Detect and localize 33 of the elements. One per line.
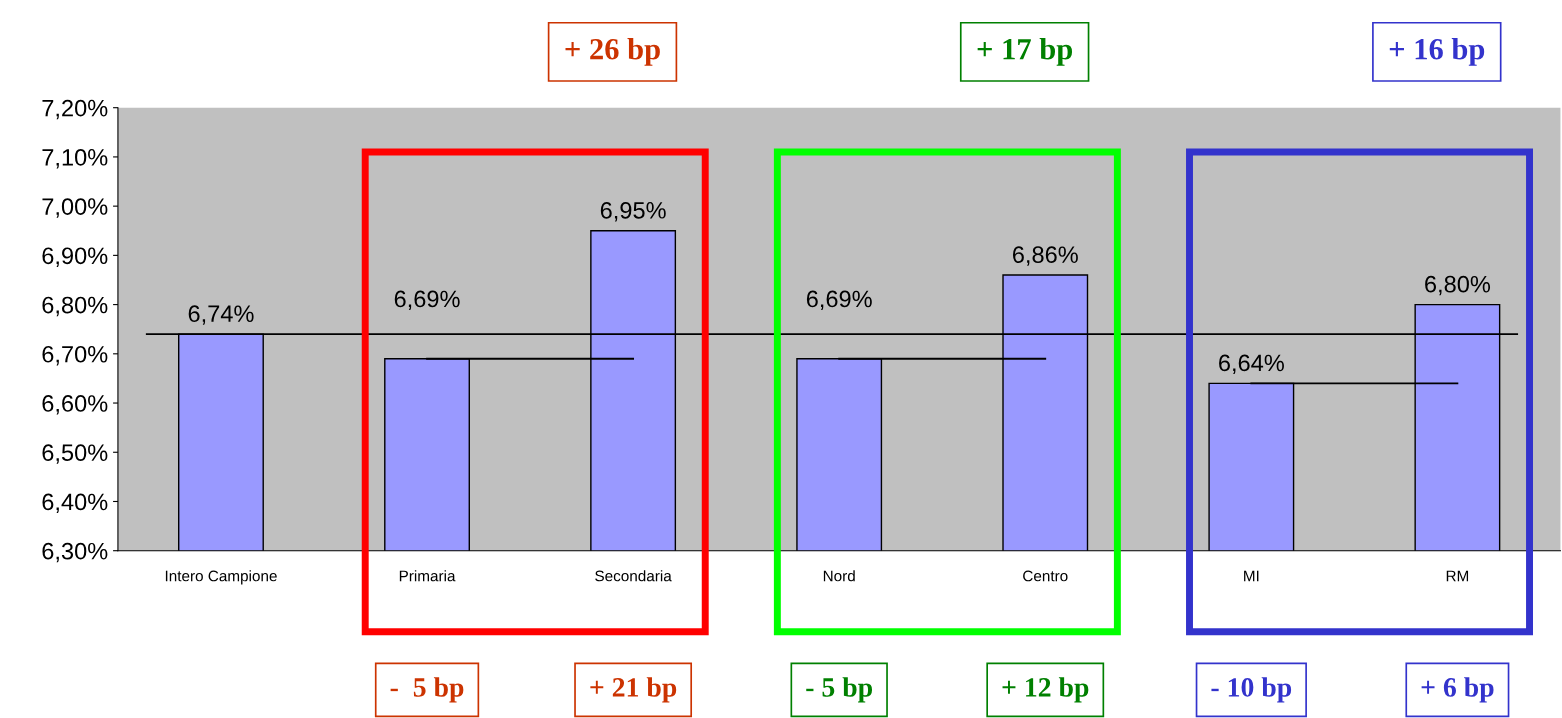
x-tick-label: Secondaria [595,570,672,582]
text: + 26 bp [565,38,660,66]
text: + 12 bp [1002,677,1089,703]
text: + 17 bp [977,38,1073,66]
y-tick-label: 6,50% [42,444,108,464]
data-label: 6,69% [394,290,460,311]
y-tick-label: 7,10% [42,148,108,169]
text: - 10 bp [1211,677,1292,703]
y-tick-label: 6,30% [42,542,108,563]
text: - 5 bp [390,677,464,703]
y-tick-label: 7,20% [42,99,108,120]
text: + 16 bp [1389,38,1485,66]
data-label: 6,69% [806,290,872,311]
y-tick-label: 6,80% [42,296,108,317]
x-tick-label: Centro [1023,570,1068,582]
x-tick-label: Primaria [399,570,456,582]
data-label: 6,74% [188,305,254,325]
text: + 21 bp [590,677,677,703]
data-label: 6,86% [1012,246,1078,266]
x-tick-label: MI [1244,570,1259,582]
y-tick-label: 6,40% [42,493,108,514]
y-tick-label: 6,60% [42,395,108,415]
text: + 6 bp [1421,677,1494,703]
data-label: 6,64% [1219,354,1284,375]
text: - 5 bp [806,677,873,703]
data-label: 6,80% [1425,275,1491,296]
data-label: 6,95% [600,201,666,222]
y-tick-label: 6,70% [42,345,108,366]
y-tick-label: 7,00% [42,198,108,218]
y-tick-label: 6,90% [42,247,108,267]
x-tick-label: RM [1446,570,1469,582]
x-tick-label: Nord [823,570,855,582]
x-tick-label: Intero Campione [165,570,277,585]
